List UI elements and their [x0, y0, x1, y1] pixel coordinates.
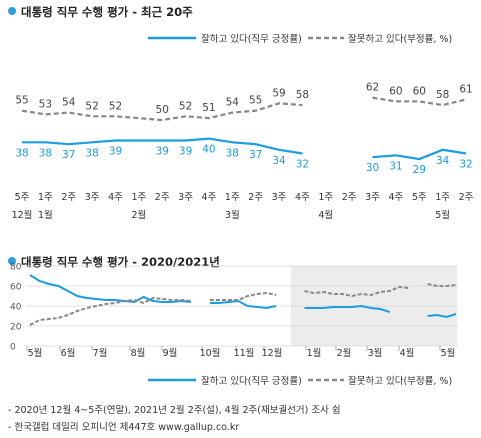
x-month-tick-label: 5월: [28, 347, 43, 359]
negative-rate-line-annual: [29, 283, 457, 326]
negative-value-label: 55: [249, 95, 262, 107]
x-week-tick-label: 1주: [318, 192, 333, 203]
x-month-tick-label: 2월: [131, 209, 146, 221]
x-week-tick-label: 5주: [412, 192, 427, 203]
chart2-title: 대통령 직무 수행 평가 - 2020/2021년: [8, 254, 220, 270]
positive-value-label: 38: [226, 147, 239, 159]
negative-value-label: 58: [296, 89, 309, 101]
negative-value-label: 52: [109, 100, 122, 112]
x-month-tick-label: 5월: [435, 209, 450, 221]
positive-value-label: 38: [39, 147, 52, 159]
positive-value-label: 39: [156, 145, 169, 157]
negative-value-label: 60: [413, 85, 426, 97]
x-week-tick-label: 3주: [178, 192, 193, 203]
x-week-tick-label: 4주: [108, 192, 123, 203]
negative-value-label: 58: [436, 89, 449, 101]
positive-value-label: 39: [179, 145, 192, 157]
negative-value-label: 54: [62, 97, 76, 109]
legend-positive-label: 잘하고 있다(직무 긍정률): [201, 375, 302, 387]
positive-value-label: 34: [436, 155, 450, 167]
x-month-tick-label: 3월: [225, 209, 240, 221]
x-week-tick-label: 5주: [15, 192, 30, 203]
negative-value-label: 54: [226, 97, 240, 109]
positive-value-label: 40: [202, 144, 215, 156]
positive-value-label: 38: [85, 147, 98, 159]
legend-positive-label: 잘하고 있다(직무 긍정률): [201, 33, 302, 45]
negative-value-label: 55: [15, 95, 28, 107]
negative-value-label: 50: [156, 104, 169, 116]
negative-value-label: 51: [202, 102, 215, 114]
bullet-icon: [8, 7, 16, 15]
x-week-tick-label: 1주: [435, 192, 450, 203]
x-month-tick-label: 4월: [318, 209, 333, 221]
x-month-tick-label: 8월: [131, 347, 146, 359]
y-tick-label: 0: [10, 343, 16, 353]
x-week-tick-label: 1주: [131, 192, 146, 203]
y-tick-label: 40: [10, 303, 22, 313]
chart1-recent-20-weeks: 잘하고 있다(직무 긍정률) 잘못하고 있다(부정률, %) 38 38 37 38 39…: [12, 33, 474, 221]
y-tick-label: 20: [10, 323, 22, 333]
legend-negative-label: 잘못하고 있다(부정률, %): [348, 375, 452, 387]
negative-value-label: 62: [366, 82, 379, 94]
x-week-tick-label: 4주: [295, 192, 310, 203]
positive-value-label: 37: [62, 149, 75, 161]
positive-value-label: 34: [272, 155, 286, 167]
positive-rate-line: [22, 137, 467, 161]
chart1-title: 대통령 직무 수행 평가 - 최근 20주: [8, 4, 193, 20]
x-week-tick-label: 4주: [388, 192, 403, 203]
x-month-tick-label: 10월: [200, 347, 221, 359]
x-month-tick-label: 12월: [262, 347, 283, 359]
x-month-tick-label: 9월: [163, 347, 178, 359]
x-week-tick-label: 1주: [38, 192, 53, 203]
x-week-tick-label: 2주: [61, 192, 76, 203]
positive-value-label: 38: [15, 147, 28, 159]
y-tick-label: 80: [10, 263, 22, 273]
x-month-tick-label: 1월: [307, 347, 322, 359]
negative-value-label: 53: [39, 98, 52, 110]
x-week-tick-label: 3주: [272, 192, 287, 203]
x-month-tick-label: 3월: [368, 347, 383, 359]
legend-negative-label: 잘못하고 있다(부정률, %): [348, 33, 452, 45]
negative-rate-line: [21, 96, 467, 122]
y-tick-label: 60: [10, 283, 22, 293]
x-month-tick-label: 2월: [337, 347, 352, 359]
negative-value-label: 52: [85, 100, 98, 112]
x-week-tick-label: 1주: [225, 192, 240, 203]
positive-value-label: 29: [413, 164, 426, 176]
x-month-tick-label: 1월: [38, 209, 53, 221]
negative-value-label: 61: [459, 84, 472, 96]
negative-value-label: 59: [272, 87, 285, 99]
x-month-tick-label: 7월: [93, 347, 108, 359]
x-month-tick-label: 12월: [12, 209, 33, 221]
positive-value-label: 30: [366, 162, 379, 174]
x-month-tick-label: 6월: [61, 347, 76, 359]
x-week-tick-label: 4주: [202, 192, 217, 203]
positive-value-label: 32: [459, 158, 472, 170]
x-week-tick-label: 2주: [248, 192, 263, 203]
positive-value-label: 31: [389, 160, 402, 172]
footnote-1: - 2020년 12월 4~5주(연말), 2021년 2월 2주(설), 4월…: [8, 405, 341, 416]
x-week-tick-label: 2주: [459, 192, 474, 203]
x-month-tick-label: 11월: [234, 347, 255, 359]
positive-value-label: 32: [296, 158, 309, 170]
footnote-2: - 한국갤럽 데일리 오피니언 제447호 www.gallup.co.kr: [8, 422, 240, 433]
x-month-tick-label: 5월: [441, 347, 456, 359]
x-month-tick-label: 4월: [400, 347, 415, 359]
positive-value-label: 39: [109, 145, 122, 157]
bullet-icon: [8, 257, 16, 265]
positive-rate-line-annual: [29, 274, 457, 319]
negative-value-label: 60: [389, 85, 402, 97]
x-week-tick-label: 3주: [365, 192, 380, 203]
x-week-tick-label: 2주: [155, 192, 170, 203]
x-week-tick-label: 2주: [342, 192, 357, 203]
x-week-tick-label: 3주: [85, 192, 100, 203]
positive-value-label: 37: [249, 149, 262, 161]
negative-value-label: 52: [179, 100, 192, 112]
